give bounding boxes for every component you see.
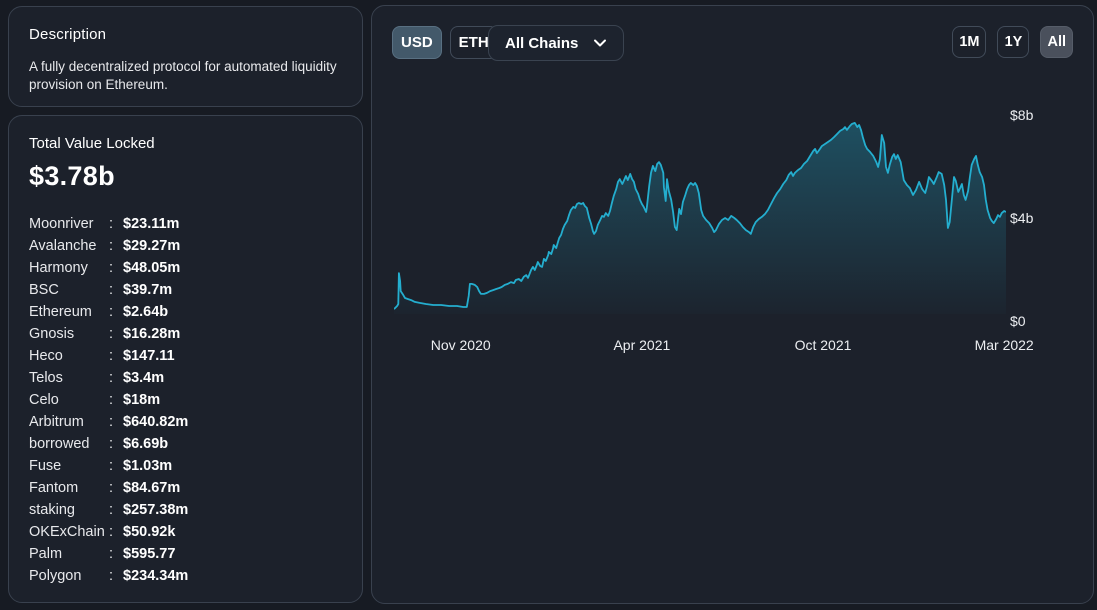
chain-row: Ethereum : $2.64b — [29, 304, 342, 326]
chain-colon: : — [109, 480, 114, 496]
range-button-1y[interactable]: 1Y — [997, 26, 1030, 58]
chain-colon: : — [109, 524, 114, 540]
chain-colon: : — [109, 392, 114, 408]
x-axis-label: Apr 2021 — [613, 337, 671, 353]
chain-value: $595.77 — [123, 546, 176, 562]
chain-row: Heco : $147.11 — [29, 348, 342, 370]
tvl-area-chart[interactable] — [394, 91, 1006, 316]
chain-value: $16.28m — [123, 326, 181, 342]
chain-value: $50.92k — [123, 524, 176, 540]
chain-row: OKExChain : $50.92k — [29, 524, 342, 546]
description-card: Description A fully decentralized protoc… — [8, 6, 363, 107]
tvl-line — [394, 121, 1006, 310]
chain-value: $1.03m — [123, 458, 173, 474]
chain-colon: : — [109, 348, 114, 364]
description-title: Description — [29, 26, 107, 43]
chain-name: Arbitrum — [29, 414, 84, 430]
chain-name: Heco — [29, 348, 63, 364]
chain-row: Avalanche : $29.27m — [29, 238, 342, 260]
chain-name: Fantom — [29, 480, 79, 496]
chain-name: BSC — [29, 282, 59, 298]
chain-colon: : — [109, 216, 114, 232]
chain-colon: : — [109, 304, 114, 320]
chain-name: Fuse — [29, 458, 62, 474]
chain-value: $147.11 — [123, 348, 175, 364]
chevron-down-icon — [594, 39, 607, 47]
chain-select-dropdown[interactable]: All Chains — [488, 25, 625, 61]
chain-value: $48.05m — [123, 260, 181, 276]
chain-row: Celo : $18m — [29, 392, 342, 414]
sidebar: Description A fully decentralized protoc… — [8, 6, 363, 603]
tvl-area-fill — [394, 122, 1006, 315]
range-button-1m[interactable]: 1M — [952, 26, 987, 58]
chain-colon: : — [109, 282, 114, 298]
range-toggle-group: 1M 1Y All — [952, 26, 1073, 58]
chain-colon: : — [109, 414, 114, 430]
y-axis-label: $0 — [1010, 313, 1026, 329]
chain-name: Palm — [29, 546, 63, 562]
y-axis-label: $8b — [1010, 107, 1034, 123]
chain-name: Harmony — [29, 260, 88, 276]
chain-row: Polygon : $234.34m — [29, 568, 342, 590]
chain-value: $640.82m — [123, 414, 189, 430]
chain-name: Polygon — [29, 568, 82, 584]
chain-name: Ethereum — [29, 304, 92, 320]
chain-row: staking : $257.38m — [29, 502, 342, 524]
chain-row: Harmony : $48.05m — [29, 260, 342, 282]
currency-button-usd[interactable]: USD — [392, 26, 442, 59]
chain-row: Telos : $3.4m — [29, 370, 342, 392]
chain-colon: : — [109, 458, 114, 474]
description-body: A fully decentralized protocol for autom… — [29, 59, 337, 92]
chart-panel: USD ETH All Chains 1M 1Y All $8b $4b $0 No… — [371, 5, 1094, 604]
chain-value: $39.7m — [123, 282, 173, 298]
range-button-all[interactable]: All — [1040, 26, 1073, 58]
chain-value: $3.4m — [123, 370, 165, 386]
chain-colon: : — [109, 260, 114, 276]
chain-value: $2.64b — [123, 304, 169, 320]
chain-row: Fuse : $1.03m — [29, 458, 342, 480]
chain-row: Gnosis : $16.28m — [29, 326, 342, 348]
chain-colon: : — [109, 502, 114, 518]
tvl-value: $3.78b — [29, 161, 115, 191]
x-axis-label: Mar 2022 — [974, 337, 1034, 353]
y-axis-label: $4b — [1010, 210, 1034, 226]
chain-row: Fantom : $84.67m — [29, 480, 342, 502]
chain-row: Moonriver : $23.11m — [29, 216, 342, 238]
chain-value: $234.34m — [123, 568, 189, 584]
chain-name: Gnosis — [29, 326, 75, 342]
tvl-card: Total Value Locked $3.78b Moonriver : $2… — [8, 115, 363, 603]
currency-toggle-group: USD ETH — [392, 26, 498, 59]
chain-row: Palm : $595.77 — [29, 546, 342, 568]
chain-value: $6.69b — [123, 436, 169, 452]
chain-value: $18m — [123, 392, 161, 408]
tvl-title: Total Value Locked — [29, 135, 155, 152]
chain-name: Celo — [29, 392, 59, 408]
chain-name: staking — [29, 502, 75, 518]
x-axis-label: Oct 2021 — [794, 337, 852, 353]
chain-value: $29.27m — [123, 238, 181, 254]
chain-value: $23.11m — [123, 216, 180, 232]
chain-name: Moonriver — [29, 216, 94, 232]
chain-colon: : — [109, 436, 114, 452]
chain-name: OKExChain — [29, 524, 105, 540]
chain-colon: : — [109, 546, 114, 562]
chain-value: $84.67m — [123, 480, 181, 496]
chain-row: borrowed : $6.69b — [29, 436, 342, 458]
chain-colon: : — [109, 370, 114, 386]
chain-colon: : — [109, 326, 114, 342]
chain-colon: : — [109, 568, 114, 584]
x-axis-label: Nov 2020 — [430, 337, 491, 353]
chain-colon: : — [109, 238, 114, 254]
chain-value: $257.38m — [123, 502, 189, 518]
chain-name: Avalanche — [29, 238, 97, 254]
chain-breakdown-list: Moonriver : $23.11m Avalanche : $29.27m … — [29, 216, 342, 590]
chain-name: Telos — [29, 370, 63, 386]
chain-row: Arbitrum : $640.82m — [29, 414, 342, 436]
chain-name: borrowed — [29, 436, 90, 452]
chain-row: BSC : $39.7m — [29, 282, 342, 304]
chain-select-value: All Chains — [505, 34, 579, 52]
